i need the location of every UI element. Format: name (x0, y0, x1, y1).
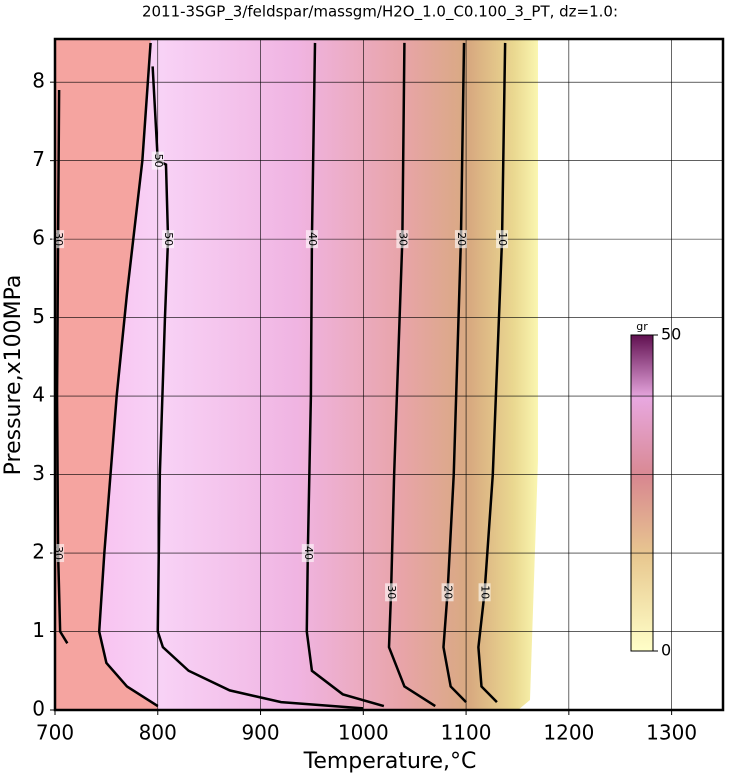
contour-line (55, 90, 69, 644)
contour-label: 50 (162, 232, 175, 246)
x-tick-label: 1300 (646, 721, 697, 745)
contour-label: 10 (479, 585, 492, 599)
y-tick-label: 0 (32, 697, 45, 721)
empty-fill (518, 39, 723, 710)
y-tick-label: 3 (32, 461, 45, 485)
contour-label: 20 (455, 232, 468, 246)
y-tick-label: 1 (32, 618, 45, 642)
contour-label-bg (441, 583, 454, 602)
x-axis-label: Temperature,°C (303, 749, 477, 774)
contour-label: 30 (385, 585, 398, 599)
colorbar-tick-label: 0 (661, 641, 671, 660)
contour-label: 40 (306, 232, 319, 246)
y-axis-label: Pressure,x100MPa (1, 275, 26, 476)
contour-label: 20 (442, 585, 455, 599)
contour-label: 10 (496, 232, 509, 246)
contour-line (305, 42, 385, 708)
x-tick-label: 1100 (441, 721, 492, 745)
contour-label-bg (396, 230, 409, 249)
contour-label: 30 (396, 232, 409, 246)
colorbar-tick-label: 50 (661, 325, 681, 344)
contour-label-bg (305, 230, 318, 249)
y-tick-label: 4 (32, 383, 45, 407)
y-tick-label: 6 (32, 226, 45, 250)
contour-label-bg (478, 583, 491, 602)
region-fill (55, 39, 158, 710)
y-tick-label: 8 (32, 69, 45, 93)
plot-area (55, 39, 723, 710)
contour-label: 40 (302, 546, 315, 560)
contour-line (151, 66, 364, 710)
contour-label-bg (162, 230, 175, 249)
y-tick-label: 2 (32, 540, 45, 564)
chart-title: 2011-3SGP_3/feldspar/massgm/H2O_1.0_C0.1… (142, 3, 618, 22)
x-tick-label: 800 (139, 721, 177, 745)
colorbar-label: gr (636, 320, 648, 333)
x-tick-label: 700 (36, 721, 74, 745)
contour-line (97, 42, 159, 708)
contour-label-bg (496, 230, 509, 249)
contour-label-bg (151, 151, 164, 170)
contour-label-bg (301, 544, 314, 563)
plot-frame (53, 37, 725, 712)
contour-label-bg (454, 230, 467, 249)
y-tick-label: 7 (32, 147, 45, 171)
x-tick-label: 900 (241, 721, 279, 745)
contour-label-bg (385, 583, 398, 602)
colorbar (630, 334, 654, 652)
contour-label: 50 (152, 154, 165, 168)
x-tick-label: 1000 (338, 721, 389, 745)
y-tick-label: 5 (32, 304, 45, 328)
x-tick-label: 1200 (543, 721, 594, 745)
